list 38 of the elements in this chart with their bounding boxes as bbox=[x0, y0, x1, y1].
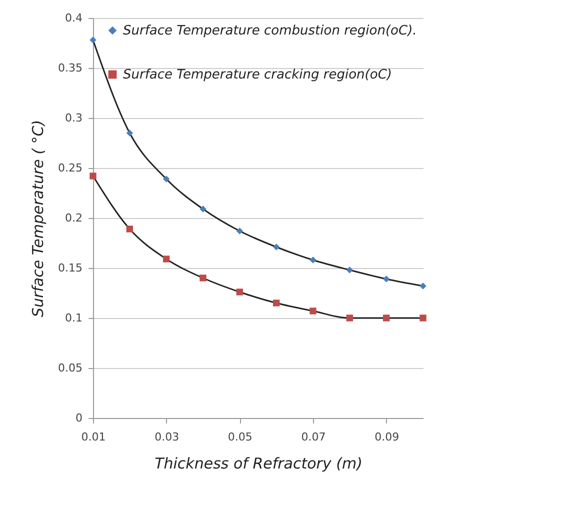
y-tick-label: 0.15 bbox=[58, 262, 82, 274]
legend-label: Surface Temperature combustion region(oC). bbox=[123, 24, 417, 38]
point bbox=[162, 256, 170, 262]
y-tick-label: 0.3 bbox=[65, 112, 82, 124]
point bbox=[126, 130, 134, 136]
y-tick-label: 0.25 bbox=[58, 162, 82, 174]
y-tick-label: 0.35 bbox=[58, 62, 82, 74]
point bbox=[90, 172, 96, 180]
point bbox=[236, 288, 244, 296]
point bbox=[162, 176, 170, 182]
point bbox=[310, 308, 316, 314]
x-tick-label: 0.09 bbox=[374, 430, 400, 444]
x-tick-label: 0.05 bbox=[228, 430, 252, 444]
y-tick-label: 0.1 bbox=[65, 312, 82, 324]
y-axis-title: Surface Temperature ( °C) bbox=[29, 120, 48, 318]
y-tick-label: 0.05 bbox=[58, 362, 82, 374]
x-tick-label: 0.03 bbox=[154, 430, 180, 444]
y-tick-label: 0.2 bbox=[65, 212, 82, 224]
point bbox=[236, 228, 244, 234]
x-axis-title: Thickness of Refractory (m) bbox=[154, 454, 362, 472]
point bbox=[272, 244, 280, 250]
y-tick-label: 0.4 bbox=[65, 12, 82, 24]
point bbox=[200, 206, 206, 212]
point bbox=[420, 314, 426, 322]
point bbox=[346, 266, 354, 274]
legend-label: Surface Temperature cracking region(oC) bbox=[123, 68, 392, 82]
point bbox=[382, 314, 390, 322]
point bbox=[382, 276, 390, 282]
x-tick-label: 0.07 bbox=[301, 430, 326, 444]
point bbox=[90, 36, 96, 44]
point bbox=[200, 274, 206, 282]
point bbox=[272, 300, 280, 306]
point bbox=[420, 282, 426, 290]
y-tick-label: 0 bbox=[76, 412, 82, 424]
x-tick-label: 0.01 bbox=[81, 430, 106, 444]
point bbox=[126, 226, 134, 232]
point bbox=[310, 256, 316, 264]
point bbox=[346, 314, 354, 322]
